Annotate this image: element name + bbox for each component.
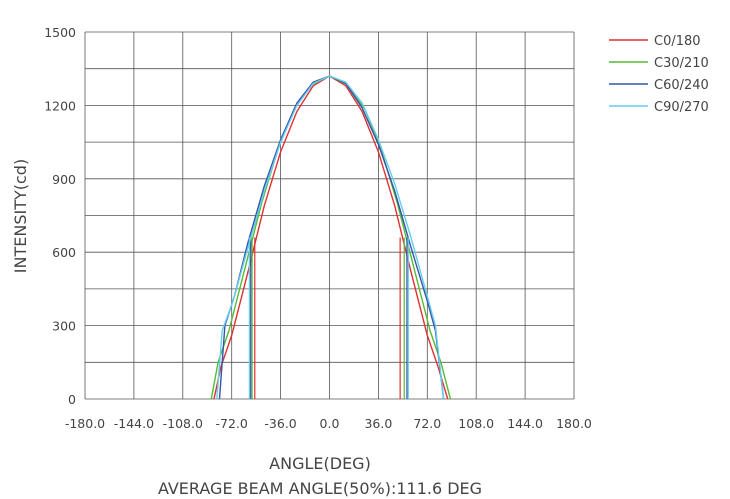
x-axis-title: ANGLE(DEG) xyxy=(269,454,371,473)
y-tick-labels: 0 300 600 900 1200 1500 xyxy=(44,25,76,407)
y-axis-title: INTENSITY(cd) xyxy=(11,159,30,273)
grid xyxy=(84,31,575,400)
legend-label: C60/240 xyxy=(654,78,709,93)
legend: C0/180 C30/210 C60/240 C90/270 xyxy=(609,34,709,115)
beam-angle-caption: AVERAGE BEAM ANGLE(50%):111.6 DEG xyxy=(158,479,482,498)
x-tick-label: 0.0 xyxy=(320,416,340,431)
legend-label: C30/210 xyxy=(654,56,709,71)
y-tick-label: 1200 xyxy=(44,98,76,113)
series-lines xyxy=(210,75,452,400)
x-tick-label: 108.0 xyxy=(458,416,494,431)
y-tick-label: 0 xyxy=(68,392,76,407)
y-tick-label: 300 xyxy=(52,319,76,334)
x-tick-label: 72.0 xyxy=(413,416,441,431)
x-tick-label: 36.0 xyxy=(364,416,392,431)
x-tick-label: -72.0 xyxy=(216,416,248,431)
legend-label: C90/270 xyxy=(654,100,709,115)
y-tick-label: 900 xyxy=(52,172,76,187)
x-tick-labels: -180.0 -144.0 -108.0 -72.0 -36.0 0.0 36.0 72.0 1… xyxy=(65,416,592,431)
x-tick-label: 144.0 xyxy=(507,416,543,431)
legend-label: C0/180 xyxy=(654,34,701,49)
x-tick-label: -144.0 xyxy=(114,416,154,431)
x-tick-label: -180.0 xyxy=(65,416,105,431)
x-tick-label: -36.0 xyxy=(264,416,296,431)
series-line-C90-270 xyxy=(216,75,445,400)
x-tick-label: -108.0 xyxy=(163,416,203,431)
series-line-C30-210 xyxy=(210,75,452,400)
y-tick-label: 1500 xyxy=(44,25,76,40)
x-tick-label: 180.0 xyxy=(556,416,592,431)
y-tick-label: 600 xyxy=(52,245,76,260)
